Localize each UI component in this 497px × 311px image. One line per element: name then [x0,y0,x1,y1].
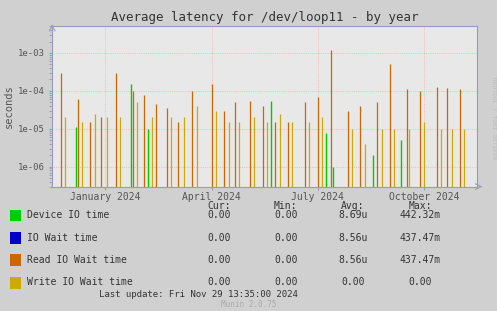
Y-axis label: seconds: seconds [3,85,13,128]
Text: Min:: Min: [274,201,298,211]
Text: 0.00: 0.00 [207,277,231,287]
Text: IO Wait time: IO Wait time [27,233,97,243]
Text: Max:: Max: [408,201,432,211]
Text: 8.56u: 8.56u [338,233,368,243]
Text: Munin 2.0.75: Munin 2.0.75 [221,300,276,309]
Text: 0.00: 0.00 [274,255,298,265]
Text: Read IO Wait time: Read IO Wait time [27,255,127,265]
Text: 437.47m: 437.47m [400,233,440,243]
Text: 0.00: 0.00 [408,277,432,287]
Text: Device IO time: Device IO time [27,210,109,220]
Text: 0.00: 0.00 [274,210,298,220]
Text: 8.56u: 8.56u [338,255,368,265]
Text: 0.00: 0.00 [274,277,298,287]
Text: 437.47m: 437.47m [400,255,440,265]
Text: Cur:: Cur: [207,201,231,211]
Text: 442.32m: 442.32m [400,210,440,220]
Text: 0.00: 0.00 [207,255,231,265]
Text: Write IO Wait time: Write IO Wait time [27,277,133,287]
Text: Last update: Fri Nov 29 13:35:00 2024: Last update: Fri Nov 29 13:35:00 2024 [99,290,298,299]
Text: RRDTOOL / TOBI OETIKER: RRDTOOL / TOBI OETIKER [491,77,496,160]
Title: Average latency for /dev/loop11 - by year: Average latency for /dev/loop11 - by yea… [111,11,418,24]
Text: 0.00: 0.00 [341,277,365,287]
Text: 0.00: 0.00 [274,233,298,243]
Text: 0.00: 0.00 [207,233,231,243]
Text: Avg:: Avg: [341,201,365,211]
Text: 0.00: 0.00 [207,210,231,220]
Text: 8.69u: 8.69u [338,210,368,220]
